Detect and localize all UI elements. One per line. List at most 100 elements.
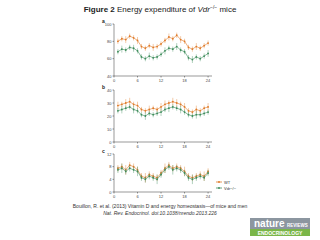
x-tick-label: 18	[182, 78, 187, 83]
error-bar	[168, 104, 169, 112]
error-bar	[161, 52, 162, 57]
y-tick	[113, 179, 115, 180]
y-tick-label: 40	[107, 74, 112, 79]
data-point	[195, 177, 197, 179]
y-axis	[114, 90, 115, 142]
x-tick-label: 12	[159, 144, 164, 149]
x-tick-label: 24	[206, 194, 211, 199]
error-bar	[141, 112, 142, 117]
x-tick-label: 6	[136, 78, 139, 83]
data-point	[207, 53, 209, 55]
error-bar	[145, 112, 146, 120]
error-bar	[157, 175, 158, 185]
data-point	[133, 169, 135, 171]
data-point	[121, 48, 123, 50]
panel: b01020304006121824	[102, 84, 212, 149]
error-bar	[125, 36, 126, 43]
error-bar	[117, 108, 118, 113]
y-tick	[113, 142, 115, 143]
error-bar	[168, 46, 169, 51]
error-bar	[168, 34, 169, 41]
logo-band	[250, 218, 310, 229]
data-point	[141, 177, 143, 179]
data-point	[148, 45, 150, 47]
error-bar	[208, 110, 209, 115]
x-tick-label: 24	[206, 144, 211, 149]
data-point	[152, 107, 154, 109]
title-part: mice	[217, 5, 237, 14]
error-bar	[208, 170, 209, 176]
data-point	[141, 46, 143, 48]
error-bar	[204, 53, 205, 58]
y-tick	[113, 58, 115, 59]
legend-label: WT	[224, 180, 231, 185]
error-bar	[176, 106, 177, 111]
data-point	[148, 113, 150, 115]
error-bar	[192, 56, 193, 63]
y-tick-label: 20	[107, 114, 112, 119]
logo-band-green	[250, 229, 310, 236]
error-bar	[157, 111, 158, 116]
error-bar	[149, 43, 150, 48]
error-bar	[176, 43, 177, 50]
error-bar	[125, 168, 126, 174]
error-bar	[161, 171, 162, 177]
data-point	[164, 109, 166, 111]
data-point	[203, 45, 205, 47]
data-point	[164, 50, 166, 52]
data-point	[203, 55, 205, 57]
error-bar	[141, 175, 142, 181]
data-point	[199, 47, 201, 49]
logo-name: nature	[254, 218, 285, 229]
data-point	[195, 114, 197, 116]
data-point	[121, 38, 123, 40]
title-part: Vdr	[198, 5, 211, 14]
error-bar	[121, 36, 122, 41]
data-point	[144, 178, 146, 180]
data-point	[188, 110, 190, 112]
data-point	[137, 40, 139, 42]
error-bar	[200, 112, 201, 117]
data-point	[188, 177, 190, 179]
data-point	[195, 109, 197, 111]
error-bar	[137, 108, 138, 113]
data-point	[199, 114, 201, 116]
logo-reviews: REVIEWS	[287, 223, 308, 228]
data-point	[156, 178, 158, 180]
error-bar	[141, 44, 142, 49]
error-bar	[204, 111, 205, 116]
error-bar	[129, 104, 130, 109]
error-bar	[196, 111, 197, 119]
title-part: −/−	[210, 4, 217, 10]
error-bar	[133, 106, 134, 114]
y-tick-label: 30	[107, 101, 112, 106]
data-point	[152, 114, 154, 116]
error-bar	[196, 54, 197, 59]
data-point	[199, 110, 201, 112]
data-point	[192, 178, 194, 180]
error-bar	[172, 104, 173, 109]
data-point	[137, 171, 139, 173]
data-point	[164, 40, 166, 42]
figure-slide: Figure 2 Energy expenditure of Vdr−/− mi…	[0, 0, 320, 240]
error-bar	[180, 36, 181, 43]
data-point	[117, 105, 119, 107]
data-point	[141, 56, 143, 58]
data-point	[121, 167, 123, 169]
data-point	[160, 43, 162, 45]
error-bar	[200, 56, 201, 61]
error-bar	[180, 167, 181, 173]
data-point	[172, 101, 174, 103]
data-point	[141, 114, 143, 116]
series-line	[118, 165, 208, 178]
y-tick	[113, 192, 115, 193]
y-tick	[113, 116, 115, 117]
data-point	[137, 105, 139, 107]
data-point	[184, 40, 186, 42]
panel: c0481206121824WTVdr−/−	[102, 148, 237, 199]
data-point	[192, 48, 194, 50]
x-tick-label: 6	[136, 144, 139, 149]
y-tick	[113, 90, 115, 91]
data-point	[160, 174, 162, 176]
error-bar	[168, 164, 169, 170]
